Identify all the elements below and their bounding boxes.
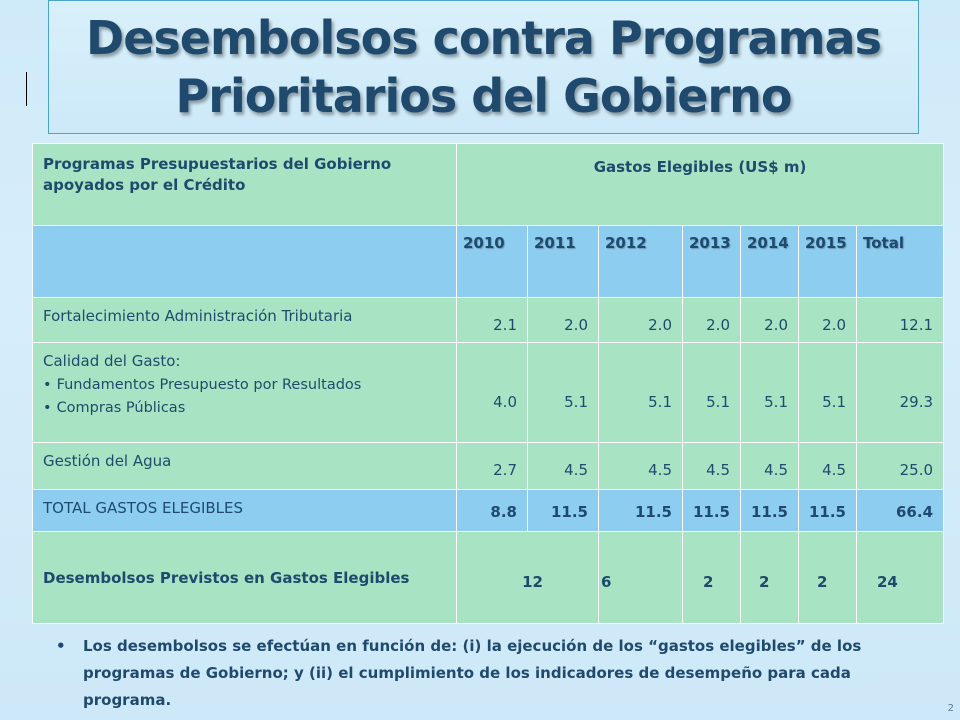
year-2013: 2013	[682, 225, 741, 298]
row-label-water: Gestión del Agua	[32, 442, 457, 490]
page-title-line-2: Prioritarios del Gobierno	[175, 69, 793, 123]
table-cell: 11.5	[740, 489, 799, 532]
list-item: Fundamentos Presupuesto por Resultados	[43, 374, 446, 397]
row-label-text: Calidad del Gasto:	[43, 352, 181, 370]
text-cursor	[26, 72, 27, 106]
table-cell: 2	[798, 531, 857, 624]
table-cell: 11.5	[798, 489, 857, 532]
year-total: Total	[855, 225, 945, 298]
table-cell-total: 66.4	[855, 489, 945, 532]
year-2010: 2010	[456, 225, 528, 298]
table-cell: 2.0	[798, 297, 857, 343]
table-cell-total: 12.1	[855, 297, 945, 343]
footnote: • Los desembolsos se efectúan en función…	[56, 633, 880, 714]
table-cell-total: 25.0	[855, 442, 945, 490]
table-cell: 4.5	[598, 442, 683, 490]
table-cell: 2.0	[527, 297, 599, 343]
year-2012: 2012	[598, 225, 683, 298]
disbursement-table: Programas Presupuestarios del Gobierno a…	[32, 143, 945, 624]
table-cell: 5.1	[527, 342, 599, 443]
row-label-total: TOTAL GASTOS ELEGIBLES	[32, 489, 457, 532]
header-programs: Programas Presupuestarios del Gobierno a…	[32, 143, 457, 226]
page-number: 2	[947, 703, 954, 714]
table-cell: 11.5	[527, 489, 599, 532]
table-cell: 11.5	[682, 489, 741, 532]
table-cell-total: 29.3	[855, 342, 945, 443]
table-cell: 4.5	[740, 442, 799, 490]
sub-item-list: Fundamentos Presupuesto por Resultados C…	[43, 374, 446, 420]
row-label-tax-admin: Fortalecimiento Administración Tributari…	[32, 297, 457, 343]
footnote-text: Los desembolsos se efectúan en función d…	[83, 637, 862, 709]
table-cell: 2	[682, 531, 741, 624]
table-cell: 4.0	[456, 342, 528, 443]
year-2015: 2015	[798, 225, 857, 298]
table-cell: 11.5	[598, 489, 683, 532]
header-eligible-spending: Gastos Elegibles (US$ m)	[455, 143, 945, 226]
year-2014: 2014	[740, 225, 799, 298]
table-cell: 2.0	[682, 297, 741, 343]
table-cell: 5.1	[682, 342, 741, 443]
table-cell-total: 24	[855, 531, 945, 624]
table-cell: 4.5	[682, 442, 741, 490]
table-cell: 8.8	[456, 489, 528, 532]
table-cell: 2.0	[598, 297, 683, 343]
table-cell: 12	[456, 531, 599, 624]
page-title-line-1: Desembolsos contra Programas	[86, 11, 882, 65]
title-box: Desembolsos contra Programas Prioritario…	[48, 0, 919, 134]
year-2011: 2011	[527, 225, 599, 298]
row-label-spending-quality: Calidad del Gasto: Fundamentos Presupues…	[32, 342, 457, 443]
table-cell: 5.1	[798, 342, 857, 443]
table-cell: 5.1	[598, 342, 683, 443]
table-cell: 2.7	[456, 442, 528, 490]
row-label-disbursements: Desembolsos Previstos en Gastos Elegible…	[32, 531, 457, 624]
table-cell: 4.5	[798, 442, 857, 490]
table-cell: 6	[598, 531, 683, 624]
table-cell: 2.0	[740, 297, 799, 343]
table-cell: 2	[740, 531, 799, 624]
table-cell: 5.1	[740, 342, 799, 443]
list-item: Compras Públicas	[43, 397, 446, 420]
table-cell: 4.5	[527, 442, 599, 490]
table-cell: 2.1	[456, 297, 528, 343]
header-empty-cell	[32, 225, 457, 298]
bullet-icon: •	[56, 637, 66, 655]
